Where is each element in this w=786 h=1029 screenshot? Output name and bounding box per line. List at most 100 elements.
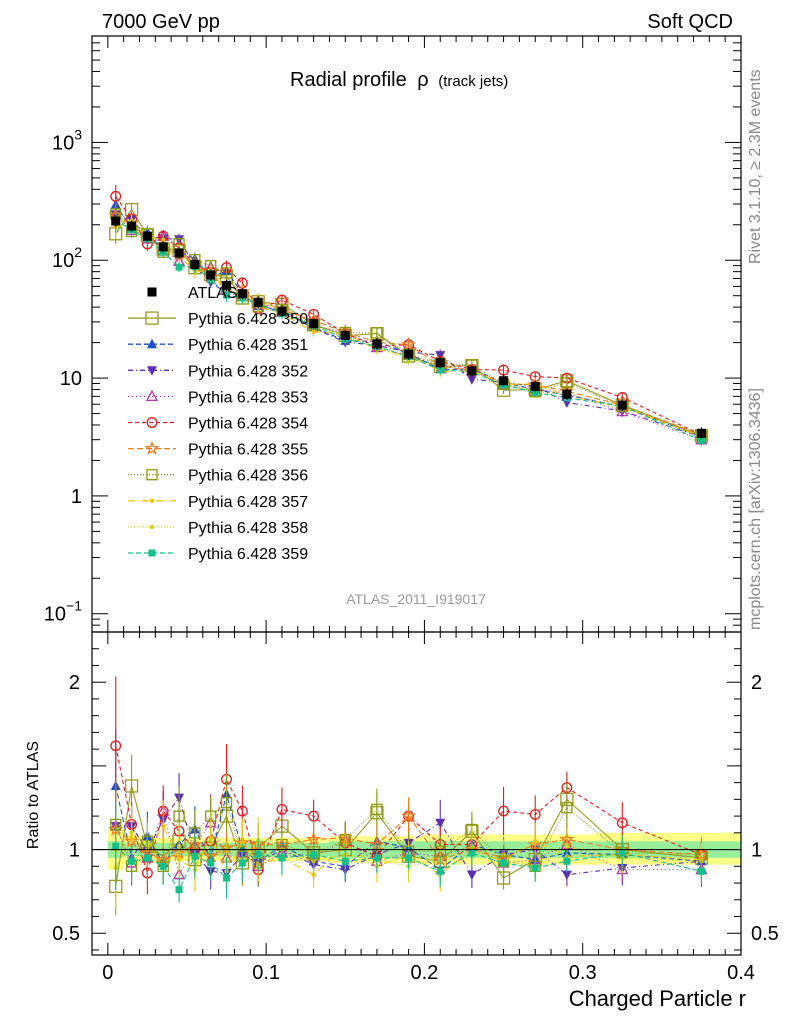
series-line-p358 — [115, 220, 702, 438]
point-p359 — [531, 388, 539, 396]
legend-label-p357: Pythia 6.428 357 — [188, 494, 308, 511]
ratio-point-p354 — [498, 805, 510, 817]
point-p356 — [561, 377, 573, 389]
data-point — [111, 216, 121, 226]
series-line-p355 — [115, 214, 702, 436]
ratio-point-p357 — [533, 838, 538, 844]
x-axis-title: Charged Particle r — [569, 986, 746, 1011]
rivet-label: Rivet 3.1.10, ≥ 2.3M events — [747, 69, 764, 264]
ratio-line-p358 — [115, 832, 702, 869]
ratio-point-p359 — [128, 857, 136, 865]
ratio-point-p359 — [531, 864, 539, 872]
legend: ATLAS Pythia 6.428 350 Pythia 6.428 351 Pyt… — [128, 285, 308, 563]
y-tick-label-ratio-right: 2 — [751, 672, 762, 694]
chart-title-main: Radial profile — [290, 69, 407, 91]
point-p355 — [400, 336, 417, 352]
ratio-point-p354 — [110, 740, 122, 752]
ratio-point-p359 — [310, 851, 318, 859]
data-point — [372, 339, 382, 349]
legend-label-p353: Pythia 6.428 353 — [188, 389, 308, 406]
data-point — [277, 306, 287, 316]
y-tick-label-main: 10−1 — [44, 598, 82, 626]
y-tick-label-main: 10 — [60, 368, 82, 390]
y-tick-label-ratio-right: 0.5 — [751, 923, 779, 945]
ratio-line-p351 — [115, 785, 702, 871]
y-tick-exponent: −1 — [66, 598, 82, 614]
y-tick-label-ratio: 0.5 — [52, 923, 80, 945]
ratio-point-p354 — [616, 817, 628, 829]
ratio-point-p352 — [561, 870, 572, 881]
ratio-line-p356 — [115, 801, 702, 868]
legend-label-p356: Pythia 6.428 356 — [188, 468, 308, 485]
y-tick-base: 10 — [52, 250, 74, 272]
mcplots-label: mcplots.cern.ch [arXiv:1306.3436] — [747, 388, 764, 630]
legend-marker-p359 — [148, 549, 156, 557]
ratio-point-p359 — [175, 886, 183, 894]
ratio-point-p352 — [435, 818, 446, 829]
x-tick-label: 0.4 — [727, 962, 755, 984]
ratio-point-p359 — [500, 859, 508, 867]
point-p359 — [175, 263, 183, 271]
legend-marker-p357 — [149, 498, 155, 503]
legend-label-p355: Pythia 6.428 355 — [188, 442, 308, 459]
ratio-point-p359 — [436, 867, 444, 875]
ratio-point-p356 — [220, 797, 233, 809]
point-p356 — [371, 327, 383, 339]
ratio-point-p359 — [697, 867, 705, 875]
ratio-frame — [91, 631, 742, 956]
point-p359 — [697, 436, 705, 444]
ratio-point-p359 — [143, 854, 151, 862]
ratio-point-p357 — [161, 823, 166, 829]
data-point — [237, 289, 247, 299]
y-tick-exponent: 3 — [74, 126, 82, 142]
point-p354 — [110, 190, 122, 202]
y-tick-base: 1 — [71, 486, 82, 508]
data-point — [562, 389, 572, 399]
ratio-series-layer — [108, 676, 710, 916]
ratio-point-p354 — [529, 808, 541, 820]
x-tick-label: 0.1 — [252, 962, 280, 984]
legend-label-p358: Pythia 6.428 358 — [188, 520, 308, 537]
ratio-line-p352 — [115, 796, 702, 876]
data-point — [222, 281, 232, 291]
ratio-point-p359 — [112, 842, 120, 850]
ratio-line-p350 — [115, 785, 702, 887]
y-tick-label-main: 1 — [71, 486, 82, 508]
y-tick-label-ratio: 1 — [69, 840, 80, 862]
data-point — [404, 349, 414, 359]
legend-label-p351: Pythia 6.428 351 — [188, 337, 308, 354]
ratio-point-p359 — [278, 854, 286, 862]
data-point — [253, 297, 263, 307]
legend-label-p352: Pythia 6.428 352 — [188, 363, 308, 380]
chart-title: Radial profile ρ (track jets) — [290, 69, 508, 91]
ratio-point-p359 — [341, 857, 349, 865]
point-p359 — [436, 366, 444, 374]
data-point — [499, 376, 509, 386]
data-point — [340, 330, 350, 340]
ratio-point-p356 — [371, 803, 383, 816]
point-p359 — [223, 291, 231, 299]
data-point — [617, 400, 627, 410]
legend-marker-p355 — [144, 440, 160, 456]
ratio-point-p358 — [176, 844, 182, 849]
series-line-p356 — [115, 213, 702, 436]
ratio-line-p357 — [115, 824, 702, 876]
y-tick-base: 10 — [52, 132, 74, 154]
legend-marker-p350 — [145, 311, 159, 325]
ratio-point-p356 — [561, 802, 573, 814]
y-tick-label-main: 102 — [52, 244, 82, 272]
analysis-id: ATLAS_2011_I919017 — [346, 591, 486, 607]
series-line-p359 — [115, 219, 702, 441]
y-tick-base: 10 — [60, 368, 82, 390]
legend-marker-p354 — [146, 417, 158, 428]
data-point — [190, 260, 200, 270]
y-tick-base: 10 — [44, 604, 66, 626]
data-point — [174, 248, 184, 258]
ratio-point-p356 — [173, 810, 185, 822]
ratio-point-p359 — [207, 859, 215, 867]
data-point — [435, 358, 445, 368]
chart-title-symbol: ρ — [417, 69, 428, 91]
